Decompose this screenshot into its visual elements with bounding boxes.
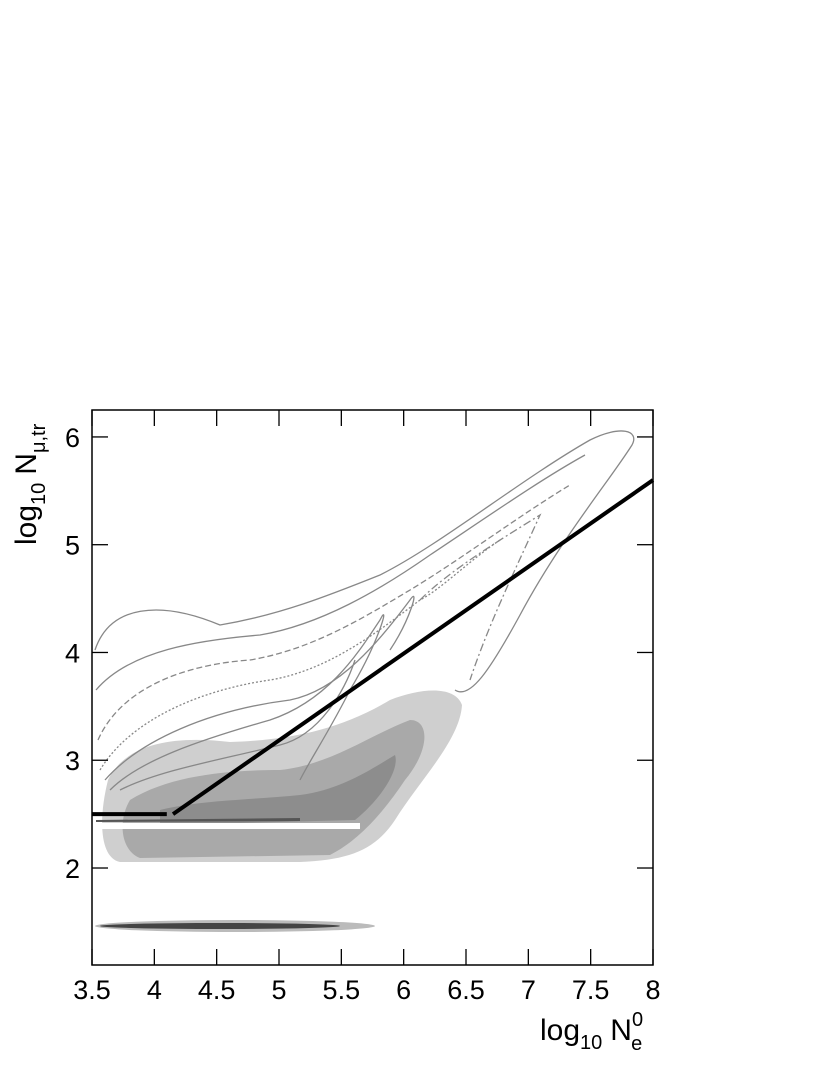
fit-line (171, 478, 655, 816)
y-tick-label: 5 (65, 531, 80, 561)
y-label-symbol: N (10, 453, 43, 475)
y-tick-label: 3 (65, 746, 80, 776)
x-tick-label: 5.5 (323, 975, 361, 1005)
x-tick-label: 7 (521, 975, 536, 1005)
y-tick-label: 6 (65, 423, 80, 453)
x-label-symbol: N (610, 1014, 632, 1047)
y-tick-label: 4 (65, 638, 80, 668)
x-tick-label: 7.5 (572, 975, 610, 1005)
x-label-base: log (540, 1014, 580, 1047)
x-label-sub: e (631, 1033, 642, 1055)
x-tick-label: 5 (271, 975, 286, 1005)
x-label-sup: 0 (632, 1009, 643, 1031)
y-label-base: log (10, 505, 43, 545)
x-label-base-sub: 10 (580, 1032, 602, 1054)
contour-lines (94, 430, 635, 791)
density-fill (95, 690, 462, 932)
y-tick-label: 2 (65, 854, 80, 884)
x-tick-label: 4.5 (198, 975, 236, 1005)
y-axis-label: log10 Nμ,tr (10, 423, 50, 545)
x-tick-label: 4 (147, 975, 162, 1005)
x-tick-label: 6.5 (447, 975, 485, 1005)
plot-frame (91, 409, 654, 966)
x-tick-label: 3.5 (73, 975, 111, 1005)
x-axis-label: log10 N0 e (540, 1009, 643, 1055)
x-tick-label: 6 (396, 975, 411, 1005)
x-tick-label: 8 (645, 975, 660, 1005)
y-label-base-sub: 10 (28, 483, 50, 505)
y-label-sub: μ,tr (28, 423, 50, 453)
